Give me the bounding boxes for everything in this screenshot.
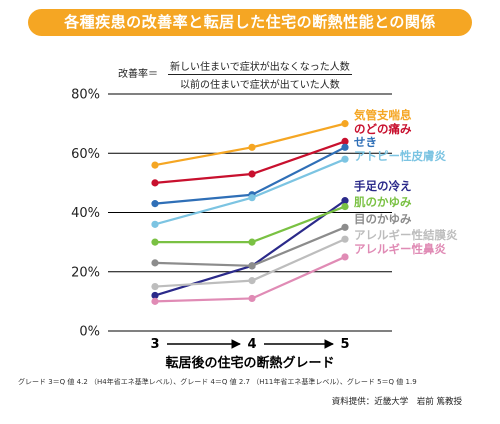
formula-fraction: 新しい住まいで症状が出なくなった人数 以前の住まいで症状が出ていた人数	[168, 58, 352, 91]
series-label: 手足の冷え	[354, 179, 412, 193]
data-point	[248, 238, 256, 246]
data-point	[151, 259, 159, 267]
series-line	[155, 205, 346, 244]
data-point	[151, 161, 159, 169]
data-point	[151, 220, 159, 228]
series-line	[154, 226, 346, 267]
data-credit: 資料提供：近畿大学 岩前 篤教授	[331, 397, 462, 407]
series-label: 目のかゆみ	[354, 212, 412, 226]
data-point	[151, 297, 159, 305]
series-label: 気管支喘息	[354, 108, 412, 122]
data-point	[248, 277, 256, 285]
series-label: アレルギー性鼻炎	[354, 242, 446, 256]
x-axis-label: 転居後の住宅の断熱グレード	[165, 355, 334, 371]
series-label: 肌のかゆみ	[354, 195, 412, 209]
data-point	[151, 179, 159, 187]
formula-lhs: 改善率＝	[118, 69, 158, 80]
series-label: アレルギー性結膜炎	[354, 228, 458, 242]
data-point	[151, 291, 159, 300]
data-point	[341, 137, 349, 145]
data-point	[341, 235, 349, 243]
chart-title: 各種疾患の改善率と転居した住宅の断熱性能との関係	[28, 9, 472, 36]
data-point	[341, 120, 349, 128]
data-point	[248, 294, 256, 303]
series-label: のどの痛み	[354, 122, 412, 136]
y-tick-label: 0%	[79, 325, 100, 340]
series-label: アトピー性皮膚炎	[354, 149, 446, 163]
data-point	[151, 282, 159, 291]
data-point	[341, 202, 349, 211]
data-point	[248, 170, 256, 178]
data-point	[248, 143, 256, 151]
x-tick-label: 5	[340, 337, 349, 352]
data-point	[341, 253, 349, 261]
x-tick-label: 4	[247, 337, 256, 352]
formula-denominator: 以前の住まいで症状が出ていた人数	[180, 80, 340, 91]
y-tick-label: 40%	[71, 206, 100, 221]
grade-footnote: グレード 3＝Q 値 4.2 （H4年省エネ基準レベル）、グレード 4＝Q 値 …	[18, 378, 417, 386]
data-point	[151, 200, 159, 208]
y-tick-label: 80%	[71, 88, 100, 103]
data-point	[341, 197, 349, 205]
data-point	[341, 223, 349, 231]
data-point	[341, 155, 349, 163]
data-point	[341, 143, 349, 151]
data-point	[151, 238, 159, 246]
y-tick-label: 20%	[71, 265, 100, 280]
y-tick-label: 60%	[71, 147, 100, 162]
series-label: せき	[354, 135, 377, 149]
x-tick-label: 3	[150, 337, 159, 352]
formula-numerator: 新しい住まいで症状が出なくなった人数	[168, 58, 352, 75]
data-point	[248, 194, 256, 202]
data-point	[248, 262, 256, 270]
